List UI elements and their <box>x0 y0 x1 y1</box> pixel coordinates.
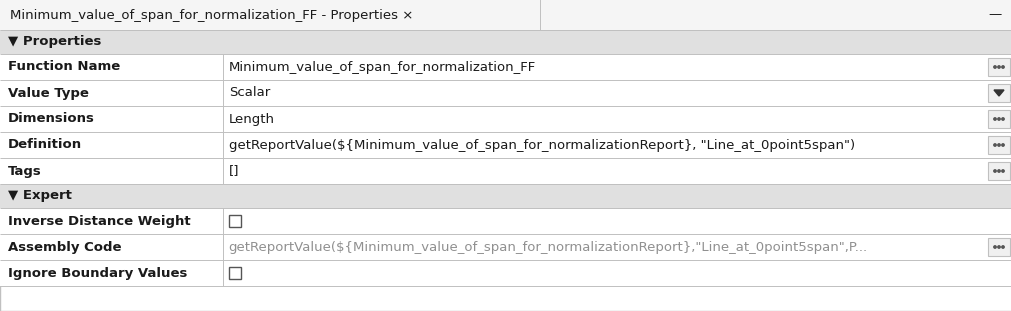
Bar <box>0 0 1011 30</box>
Circle shape <box>1001 144 1003 146</box>
Text: Minimum_value_of_span_for_normalization_FF - Properties ×: Minimum_value_of_span_for_normalization_… <box>10 8 412 21</box>
Text: Dimensions: Dimensions <box>8 113 95 126</box>
Circle shape <box>993 66 995 68</box>
Circle shape <box>1001 66 1003 68</box>
Circle shape <box>997 170 999 172</box>
Text: ▼ Expert: ▼ Expert <box>8 189 72 202</box>
Bar <box>0 132 1011 158</box>
Bar <box>987 58 1009 76</box>
Bar <box>987 238 1009 256</box>
Text: Definition: Definition <box>8 138 82 151</box>
Bar <box>987 84 1009 102</box>
Circle shape <box>997 118 999 120</box>
Circle shape <box>993 170 995 172</box>
Circle shape <box>997 66 999 68</box>
Bar <box>0 30 1011 54</box>
Circle shape <box>997 144 999 146</box>
Circle shape <box>993 246 995 248</box>
Text: Length: Length <box>228 113 274 126</box>
Circle shape <box>993 144 995 146</box>
Bar <box>228 267 241 279</box>
Bar <box>0 158 1011 184</box>
Bar <box>987 162 1009 180</box>
Text: Assembly Code: Assembly Code <box>8 240 121 253</box>
Text: Inverse Distance Weight: Inverse Distance Weight <box>8 215 190 228</box>
Text: Minimum_value_of_span_for_normalization_FF: Minimum_value_of_span_for_normalization_… <box>228 61 536 73</box>
Bar <box>0 260 1011 286</box>
Text: Scalar: Scalar <box>228 86 270 100</box>
Bar <box>987 110 1009 128</box>
Circle shape <box>997 246 999 248</box>
Text: Value Type: Value Type <box>8 86 89 100</box>
Polygon shape <box>993 90 1003 96</box>
Bar <box>0 54 1011 80</box>
Text: ▼ Properties: ▼ Properties <box>8 35 101 49</box>
Text: getReportValue(${Minimum_value_of_span_for_normalizationReport},"Line_at_0point5: getReportValue(${Minimum_value_of_span_f… <box>228 240 866 253</box>
Bar <box>0 184 1011 208</box>
Text: getReportValue(${Minimum_value_of_span_for_normalizationReport}, "Line_at_0point: getReportValue(${Minimum_value_of_span_f… <box>228 138 854 151</box>
Bar <box>987 136 1009 154</box>
Text: Ignore Boundary Values: Ignore Boundary Values <box>8 267 187 280</box>
Circle shape <box>1001 170 1003 172</box>
Bar <box>0 208 1011 234</box>
Text: Tags: Tags <box>8 165 41 178</box>
Bar <box>0 80 1011 106</box>
Text: —: — <box>988 8 1001 21</box>
Bar <box>0 106 1011 132</box>
Bar <box>0 234 1011 260</box>
Text: []: [] <box>228 165 239 178</box>
Circle shape <box>1001 246 1003 248</box>
Bar <box>228 215 241 227</box>
Circle shape <box>1001 118 1003 120</box>
Text: Function Name: Function Name <box>8 61 120 73</box>
Circle shape <box>993 118 995 120</box>
